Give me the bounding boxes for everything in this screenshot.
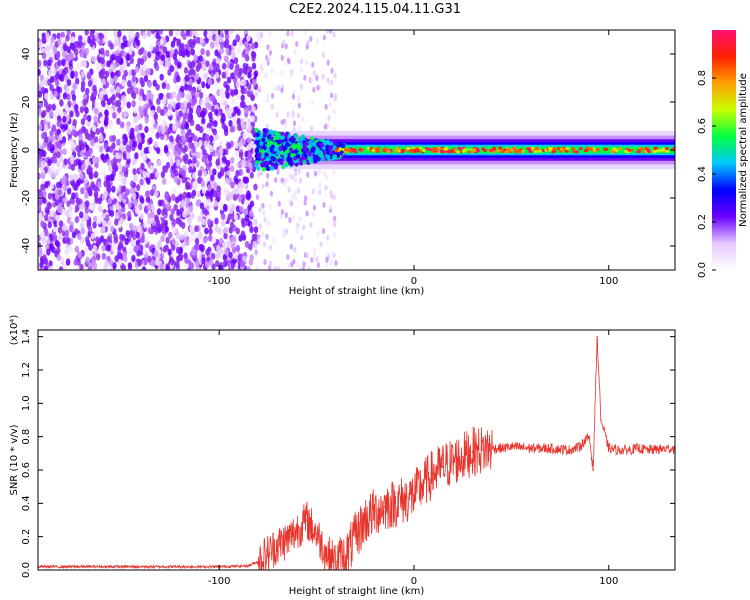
colorbar-tick-label: 0.4 [697,166,708,182]
snr-data-point [530,447,532,450]
y-tick-label: 0.8 [21,429,32,445]
snr-data-point [374,510,376,513]
colorbar-tick-label: 0.8 [697,70,708,86]
snr-data-point [286,539,289,541]
snr-data-point [306,519,308,521]
snr-data-point [325,552,328,555]
chart-title: C2E2.2024.115.04.11.G31 [288,2,462,17]
y-scale-label: (x10⁴) [9,315,20,346]
snr-data-point [607,447,610,450]
y-tick-label: 0.4 [21,495,32,511]
spectrogram-cells [38,30,675,270]
snr-data-point [354,535,357,538]
y-tick-label: 0 [21,147,32,153]
y-tick-label: 1.4 [21,329,32,345]
snr-data-point [592,469,594,471]
snr-data-point [296,529,298,531]
x-tick-label: -100 [208,576,231,587]
snr-data-point [432,472,435,475]
colorbar-tick-label: 0.0 [697,262,708,278]
colorbar [712,30,736,270]
snr-data-point [267,552,269,555]
colorbar-label: Normalized spectral amplitude [738,73,749,227]
snr-data-point [383,505,386,508]
y-tick-label: 20 [21,96,32,109]
y-tick-label: 40 [21,48,32,61]
snr-data-point [510,445,513,448]
snr-data-point [569,449,571,451]
snr-data-point [637,447,639,450]
snr-data-point [646,449,649,451]
snr-data-point [452,460,454,463]
snr-data-point [442,465,444,468]
y-tick-label: 0.2 [21,529,32,545]
snr-data-point [600,419,602,421]
snr-data-point [315,532,318,535]
snr-data-point [403,499,406,501]
snr-data-point [588,435,591,438]
snr-data-point [344,555,347,558]
snr-data-point [335,560,337,563]
snr-data-point [364,519,367,521]
x-tick-label: 100 [599,276,618,287]
colorbar-tick-label: 0.6 [697,118,708,134]
x-tick-label: 0 [411,576,417,587]
snr-data-point [257,560,259,563]
snr-data-point [276,544,279,546]
snr-data-point [500,447,503,450]
snr-data-point [393,502,396,505]
x-tick-label: 0 [411,276,417,287]
snr-data-point [617,449,620,451]
snr-data-point [491,447,493,450]
y-axis-label: Frequency (Hz) [9,112,20,188]
y-tick-label: -20 [21,190,32,206]
snr-plot-area [38,335,675,570]
snr-data-point [120,565,123,568]
y-tick-label: 1.0 [21,395,32,411]
snr-data-point [549,447,552,450]
snr-data-point [461,455,464,458]
y-tick-label: 0.6 [21,462,32,478]
x-tick-label: -100 [208,276,231,287]
snr-data-point [471,450,474,453]
snr-data-point [578,445,581,448]
y-tick-label: 0.0 [21,562,32,578]
colorbar-tick-label: 0.2 [697,214,708,230]
snr-data-point [596,335,598,338]
snr-data-point [627,449,630,451]
y-tick-label: -40 [21,238,32,254]
x-axis-label: Height of straight line (km) [289,586,425,597]
x-tick-label: 100 [599,576,618,587]
x-axis-label: Height of straight line (km) [289,286,425,297]
snr-data-point [247,565,250,567]
snr-frame [37,329,676,571]
snr-series-line [38,337,675,570]
y-axis-label: SNR (10 * v/v) [9,424,20,495]
snr-data-point [422,482,425,485]
y-tick-label: 1.2 [21,362,32,378]
snr-data-point [413,494,415,496]
snr-data-point [481,449,483,451]
